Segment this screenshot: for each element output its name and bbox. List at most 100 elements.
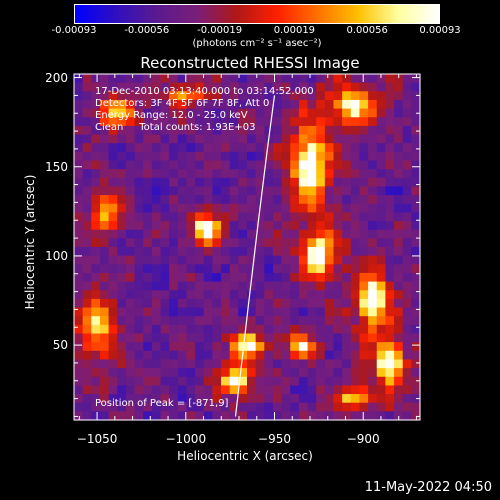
heatmap-cell	[74, 186, 84, 196]
heatmap-cell	[169, 272, 179, 283]
heatmap-cell	[298, 342, 309, 352]
heatmap-cell	[402, 108, 412, 118]
heatmap-cell	[169, 169, 179, 179]
heatmap-cell	[82, 298, 92, 309]
heatmap-cell	[394, 350, 404, 361]
heatmap-cell	[160, 134, 170, 144]
heatmap-cell	[117, 186, 127, 196]
heatmap-cell	[238, 324, 248, 335]
heatmap-cell	[91, 143, 101, 153]
heatmap-cell	[117, 151, 127, 162]
heatmap-cell	[74, 316, 84, 326]
heatmap-cell	[160, 247, 170, 257]
heatmap-cell	[125, 169, 136, 179]
heatmap-cell	[368, 108, 378, 118]
heatmap-cell	[385, 394, 395, 404]
heatmap-cell	[359, 247, 369, 257]
heatmap-cell	[350, 99, 361, 110]
heatmap-cell	[264, 247, 274, 257]
heatmap-cell	[247, 368, 257, 378]
heatmap-cell	[108, 272, 118, 283]
heatmap-cell	[212, 247, 222, 257]
heatmap-cell	[203, 290, 213, 300]
heatmap-cell	[402, 324, 412, 335]
heatmap-cell	[125, 290, 136, 300]
heatmap-cell	[324, 411, 335, 421]
heatmap-cell	[82, 247, 92, 257]
heatmap-cell	[177, 177, 188, 188]
heatmap-cell	[177, 160, 188, 170]
heatmap-cell	[125, 238, 136, 248]
heatmap-cell	[394, 229, 404, 239]
heatmap-cell	[186, 272, 196, 283]
heatmap-cell	[91, 342, 101, 352]
heatmap-cell	[203, 255, 213, 265]
heatmap-cell	[411, 342, 421, 352]
heatmap-cell	[333, 333, 343, 343]
heatmap-cell	[394, 169, 404, 179]
heatmap-cell	[290, 99, 300, 110]
heatmap-cell	[290, 134, 300, 144]
heatmap-cell	[298, 160, 309, 170]
heatmap-cell	[229, 134, 239, 144]
heatmap-cell	[350, 247, 361, 257]
heatmap-cell	[255, 402, 265, 412]
heatmap-cell	[264, 238, 274, 248]
heatmap-cell	[91, 290, 101, 300]
heatmap-cell	[125, 324, 136, 335]
heatmap-cell	[394, 411, 404, 421]
heatmap-cell	[290, 324, 300, 335]
heatmap-cell	[350, 177, 361, 188]
heatmap-cell	[134, 91, 144, 101]
heatmap-cell	[151, 125, 162, 136]
heatmap-cell	[160, 394, 170, 404]
heatmap-cell	[195, 298, 205, 309]
heatmap-cell	[134, 368, 144, 378]
heatmap-cell	[238, 186, 248, 196]
heatmap-cell	[82, 342, 92, 352]
heatmap-cell	[143, 238, 153, 248]
annotation-time-range: 17-Dec-2010 03:13:40.000 to 03:14:52.000	[95, 86, 314, 97]
heatmap-cell	[151, 212, 162, 222]
heatmap-cell	[74, 290, 84, 300]
heatmap-cell	[402, 177, 412, 188]
heatmap-cell	[316, 143, 326, 153]
heatmap-cell	[402, 368, 412, 378]
heatmap-cell	[186, 238, 196, 248]
heatmap-cell	[229, 74, 239, 84]
heatmap-cell	[195, 160, 205, 170]
heatmap-cell	[91, 385, 101, 395]
heatmap-cell	[316, 411, 326, 421]
heatmap-cell	[238, 212, 248, 222]
heatmap-cell	[307, 359, 317, 369]
heatmap-cell	[125, 203, 136, 213]
heatmap-cell	[298, 186, 309, 196]
heatmap-cell	[143, 324, 153, 335]
heatmap-cell	[411, 212, 421, 222]
heatmap-cell	[143, 108, 153, 118]
heatmap-cell	[221, 298, 231, 309]
heatmap-cell	[359, 99, 369, 110]
heatmap-cell	[298, 394, 309, 404]
heatmap-cell	[333, 229, 343, 239]
heatmap-cell	[221, 238, 231, 248]
heatmap-cell	[195, 91, 205, 101]
heatmap-cell	[333, 160, 343, 170]
heatmap-cell	[333, 402, 343, 412]
heatmap-cell	[238, 316, 248, 326]
heatmap-cell	[143, 134, 153, 144]
heatmap-cell	[203, 125, 213, 136]
x-axis-label: Heliocentric X (arcsec)	[177, 449, 313, 463]
heatmap-cell	[359, 290, 369, 300]
heatmap-cell	[91, 316, 101, 326]
heatmap-cell	[359, 411, 369, 421]
heatmap-cell	[324, 307, 335, 317]
heatmap-cell	[195, 359, 205, 369]
heatmap-cell	[342, 350, 352, 361]
heatmap-cell	[255, 385, 265, 395]
heatmap-cell	[264, 255, 274, 265]
heatmap-cell	[125, 342, 136, 352]
heatmap-cell	[298, 221, 309, 231]
heatmap-cell	[108, 324, 118, 335]
heatmap-cell	[186, 402, 196, 412]
